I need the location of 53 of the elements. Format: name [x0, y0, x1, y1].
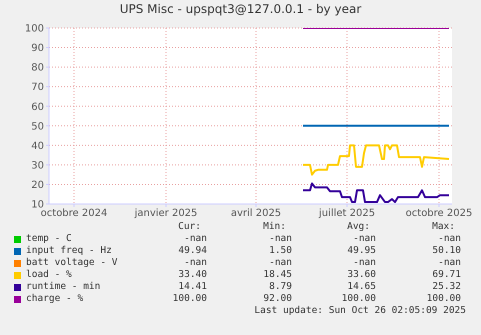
text: Avg: — [346, 221, 370, 232]
text: 69.71 — [431, 269, 461, 280]
text: 18.45 — [262, 269, 292, 280]
text: 100.00 — [340, 293, 376, 304]
line-series — [302, 144, 450, 176]
x-tick-label: avril 2025 — [230, 208, 282, 220]
y-tick-label: 80 — [31, 62, 44, 74]
x-tick-label: juillet 2025 — [318, 208, 376, 220]
text: -nan — [437, 233, 461, 244]
text: -nan — [352, 233, 376, 244]
text: Max: — [431, 221, 455, 232]
y-tick-label: 100 — [24, 24, 44, 35]
y-tick-label: 30 — [31, 160, 44, 172]
y-tick-label: 20 — [31, 180, 44, 191]
text: -nan — [268, 233, 292, 244]
text: 33.40 — [177, 269, 207, 280]
legend-label: load - % — [26, 269, 72, 280]
text: 50.10 — [431, 245, 461, 256]
legend-label: charge - % — [26, 293, 84, 304]
text: 49.95 — [346, 245, 376, 256]
x-tick-label: octobre 2025 — [406, 208, 472, 220]
text: Min: — [262, 221, 286, 232]
legend-label: temp - C — [26, 233, 72, 244]
y-tick-label: 40 — [31, 140, 44, 152]
text: 100.00 — [426, 293, 461, 304]
x-tick-label: janvier 2025 — [134, 208, 198, 220]
text: 33.60 — [346, 269, 376, 280]
text: 1.50 — [268, 245, 292, 256]
text: 92.00 — [262, 293, 292, 304]
text: -nan — [268, 257, 292, 268]
text: 25.32 — [431, 281, 461, 292]
chart-title: UPS Misc - upspqt3@127.0.0.1 - by year — [118, 2, 362, 16]
legend-label: input freq - Hz — [26, 245, 112, 256]
text: 14.65 — [346, 281, 376, 292]
y-tick-label: 50 — [31, 121, 44, 132]
y-tick-label: 90 — [31, 43, 44, 54]
text: -nan — [183, 257, 207, 268]
text: 49.94 — [177, 245, 207, 256]
legend-label: batt voltage - V — [26, 257, 118, 268]
text: Cur: — [177, 221, 201, 232]
y-tick-label: 60 — [31, 102, 44, 113]
x-tick-label: octobre 2024 — [40, 208, 108, 220]
text: 100.00 — [172, 293, 207, 304]
text: 8.79 — [268, 281, 292, 292]
y-tick-label: 70 — [31, 82, 44, 94]
line-series — [302, 182, 450, 204]
text: -nan — [352, 257, 376, 268]
text: Last update: Sun Oct 26 02:05:09 2025 — [253, 305, 466, 316]
text: -nan — [183, 233, 207, 244]
text: 14.41 — [177, 281, 207, 292]
text: -nan — [437, 257, 461, 268]
legend-label: runtime - min — [26, 281, 100, 292]
y-tick-label: 10 — [31, 200, 44, 211]
